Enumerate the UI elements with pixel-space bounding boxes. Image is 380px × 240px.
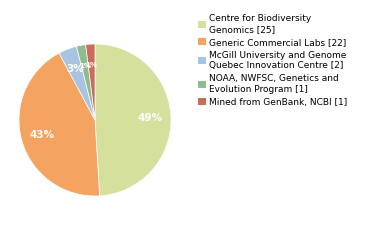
Text: 3%: 3% [66, 64, 84, 74]
Wedge shape [95, 44, 171, 196]
Wedge shape [76, 45, 95, 120]
Wedge shape [86, 44, 95, 120]
Text: 1%: 1% [79, 63, 91, 69]
Text: 43%: 43% [30, 130, 55, 140]
Legend: Centre for Biodiversity
Genomics [25], Generic Commercial Labs [22], McGill Univ: Centre for Biodiversity Genomics [25], G… [198, 14, 347, 107]
Wedge shape [59, 46, 95, 120]
Wedge shape [19, 53, 100, 196]
Text: 1%: 1% [86, 62, 98, 68]
Text: 49%: 49% [137, 113, 162, 123]
